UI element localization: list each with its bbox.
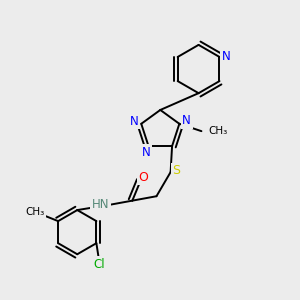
Text: Cl: Cl: [94, 258, 105, 271]
Text: N: N: [182, 114, 191, 127]
Text: HN: HN: [92, 198, 109, 211]
Text: N: N: [130, 115, 138, 128]
Text: S: S: [172, 164, 180, 177]
Text: O: O: [138, 171, 148, 184]
Text: CH₃: CH₃: [209, 126, 228, 136]
Text: N: N: [222, 50, 230, 63]
Text: CH₃: CH₃: [26, 207, 45, 217]
Text: N: N: [142, 146, 151, 159]
